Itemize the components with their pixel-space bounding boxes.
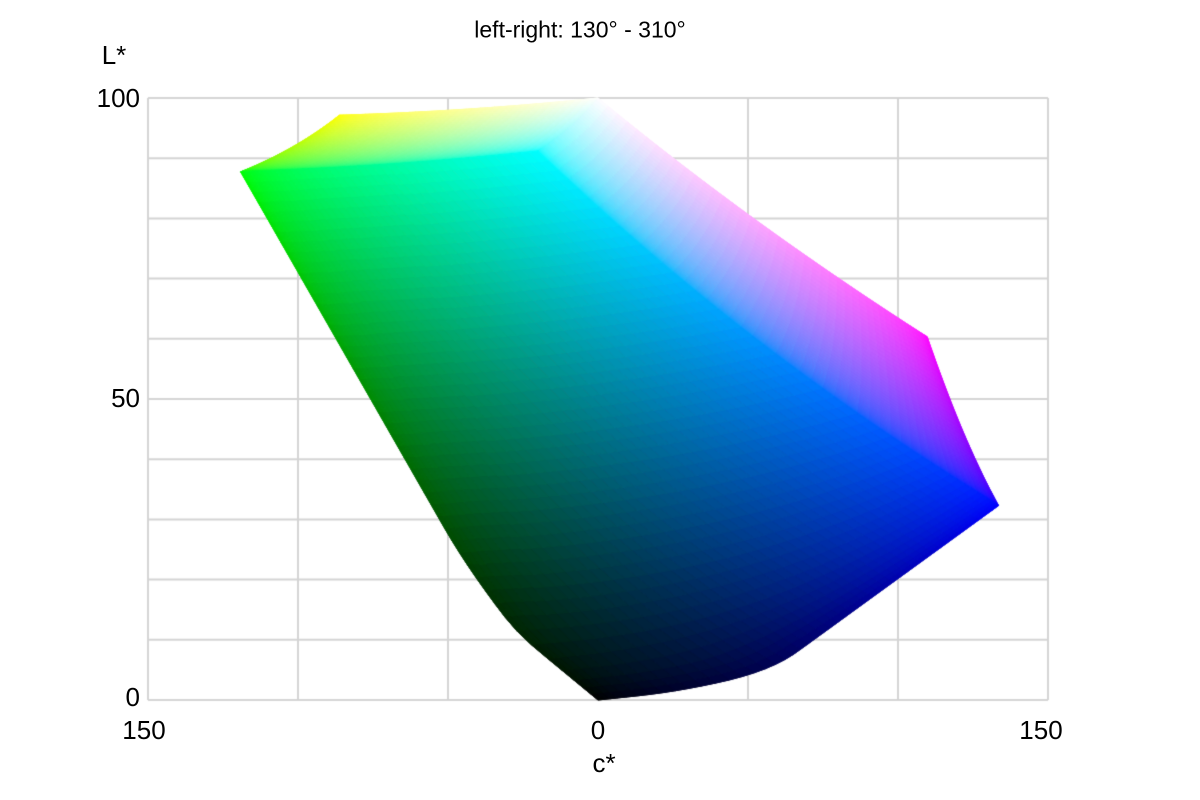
y-axis-label: L* xyxy=(101,40,127,70)
y-tick-0: 0 xyxy=(125,682,140,712)
y-tick-100: 100 xyxy=(96,83,140,113)
y-tick-50: 50 xyxy=(111,383,140,413)
x-tick-0: 0 xyxy=(590,715,606,745)
x-axis-label: c* xyxy=(592,748,616,778)
chart-title: left-right: 130° - 310° xyxy=(474,16,686,43)
x-tick-right-150: 150 xyxy=(1019,715,1063,745)
x-tick-left-150: 150 xyxy=(122,715,166,745)
